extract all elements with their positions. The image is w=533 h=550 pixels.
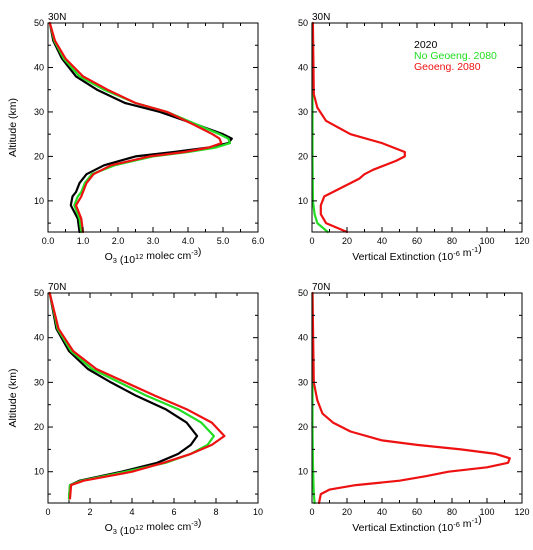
- x-tick-label: 80: [447, 507, 457, 517]
- y-tick-label: 10: [298, 196, 308, 206]
- x-tick-label: 120: [514, 236, 529, 246]
- legend-entry-2020: 2020: [414, 39, 438, 51]
- y-tick-label: 10: [34, 196, 44, 206]
- x-tick-label: 20: [342, 236, 352, 246]
- panel-title: 70N: [312, 282, 330, 293]
- y-tick-label: 20: [298, 422, 308, 432]
- y-tick-label: 20: [34, 151, 44, 161]
- legend-entry-no-geoeng-2080: No Geoeng. 2080: [414, 50, 497, 62]
- y-tick-label: 10: [298, 467, 308, 477]
- x-tick-label: 0.0: [42, 236, 55, 246]
- y-tick-label: 20: [298, 151, 308, 161]
- series-line-no-geoeng-2080: [48, 291, 215, 500]
- x-tick-label: 0: [309, 236, 314, 246]
- x-tick-label: 60: [412, 507, 422, 517]
- series-line-geoeng-2080: [48, 21, 223, 234]
- y-tick-label: 30: [298, 377, 308, 387]
- panel-title: 70N: [48, 282, 66, 293]
- x-axis-label: Vertical Extinction (10-6 m-1): [352, 514, 481, 534]
- x-tick-label: 20: [342, 507, 352, 517]
- y-tick-label: 10: [34, 467, 44, 477]
- x-axis-label: Vertical Extinction (10-6 m-1): [352, 243, 481, 263]
- x-tick-label: 120: [514, 507, 529, 517]
- x-tick-label: 8: [213, 507, 218, 517]
- x-tick-label: 0: [45, 507, 50, 517]
- x-tick-label: 40: [377, 507, 387, 517]
- panel-title: 30N: [48, 12, 66, 23]
- panel-1: 0.0 1.0 2.0 3.0 4.0 5.0 6.0 10 20 30 40 50 30N O3 (10…: [7, 12, 264, 266]
- x-tick-label: 2: [87, 507, 92, 517]
- y-tick-label: 30: [34, 377, 44, 387]
- x-tick-label: 1.0: [77, 236, 90, 246]
- x-tick-label: 100: [479, 236, 494, 246]
- y-tick-label: 50: [298, 288, 308, 298]
- x-axis-label: O3 (1012 molec cm-3): [105, 517, 202, 537]
- panel-title: 30N: [312, 12, 330, 23]
- x-tick-label: 0: [309, 507, 314, 517]
- y-tick-label: 40: [34, 333, 44, 343]
- x-tick-label: 10: [253, 507, 263, 517]
- series-line-geoeng-2080: [48, 291, 226, 500]
- x-axis-label: O3 (1012 molec cm-3): [105, 246, 202, 266]
- y-axis-label: Altitude (km): [7, 369, 19, 428]
- y-tick-label: 50: [34, 288, 44, 298]
- x-tick-label: 80: [447, 236, 457, 246]
- y-axis-label: Altitude (km): [7, 98, 19, 157]
- x-tick-label: 3.0: [147, 236, 160, 246]
- y-tick-label: 30: [298, 107, 308, 117]
- x-tick-label: 60: [412, 236, 422, 246]
- y-tick-label: 50: [298, 18, 308, 28]
- panel-3: 0 2 4 6 8 10 10 20 30 40 50 70N O3 (1012 molec cm-3)…: [7, 282, 263, 537]
- x-tick-label: 100: [479, 507, 494, 517]
- legend-entry-geoeng-2080: Geoeng. 2080: [414, 61, 481, 73]
- y-tick-label: 20: [34, 422, 44, 432]
- x-tick-label: 40: [377, 236, 387, 246]
- panel-4: 0 20 40 60 80 100 120 10 20 30 40 50 70N Vertical Ext…: [298, 282, 530, 534]
- x-tick-label: 4: [129, 507, 134, 517]
- plot-frame: [311, 292, 523, 504]
- series-line-2020: [48, 21, 233, 234]
- x-tick-label: 5.0: [217, 236, 230, 246]
- y-tick-label: 40: [34, 62, 44, 72]
- y-tick-label: 30: [34, 107, 44, 117]
- y-tick-label: 50: [34, 18, 44, 28]
- panel-2: 0 20 40 60 80 100 120 10 20 30 40 50 30N Vertical Ext…: [298, 12, 530, 263]
- x-tick-label: 4.0: [182, 236, 195, 246]
- series-line-no-geoeng-2080: [48, 21, 232, 234]
- y-tick-label: 40: [298, 333, 308, 343]
- x-tick-label: 6.0: [252, 236, 265, 246]
- series-line-2020: [48, 291, 199, 500]
- x-tick-label: 6: [171, 507, 176, 517]
- series-line-geoeng-2080: [311, 291, 511, 505]
- y-tick-label: 40: [298, 62, 308, 72]
- x-tick-label: 2.0: [112, 236, 125, 246]
- series-line-geoeng-2080: [311, 21, 406, 234]
